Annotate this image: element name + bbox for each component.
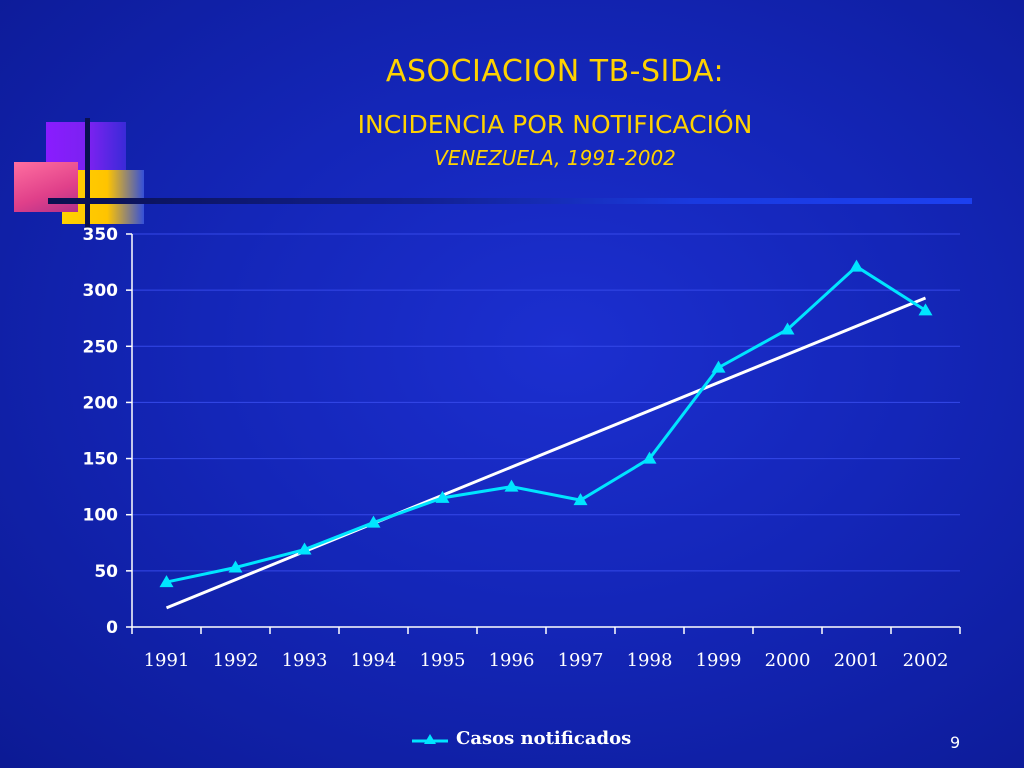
y-tick-label: 100	[83, 506, 119, 526]
chart-gridlines	[132, 233, 960, 572]
slide-subtitle: INCIDENCIA POR NOTIFICACIÓN	[357, 110, 753, 139]
data-point-marker	[642, 451, 657, 464]
x-tick-label: 1993	[282, 650, 328, 671]
trendline	[165, 296, 927, 610]
y-tick-label: 350	[83, 225, 119, 245]
y-tick-label: 200	[83, 393, 119, 413]
y-tick-label: 50	[94, 562, 118, 582]
data-point-marker	[297, 542, 312, 555]
decorative-vertical-line	[85, 118, 90, 228]
y-tick-label: 300	[83, 281, 119, 301]
x-tick-label: 1999	[696, 650, 742, 671]
x-tick-label: 1992	[213, 650, 259, 671]
chart-tick-labels: 0 50 100 150 200 250 300 350 1991 1992 1993 1994 199…	[83, 225, 949, 671]
chart-series-layer	[159, 259, 933, 588]
data-point-marker	[504, 479, 519, 492]
legend-marker-icon	[412, 733, 448, 744]
data-point-marker	[573, 493, 588, 506]
data-point-marker	[159, 575, 174, 588]
slide-title: ASOCIACION TB-SIDA:	[385, 54, 725, 89]
x-tick-label: 2001	[834, 650, 880, 671]
x-tick-label: 1998	[627, 650, 673, 671]
slide-subtitle-location: VENEZUELA, 1991-2002	[434, 146, 676, 170]
chart-axes	[126, 233, 961, 634]
data-point-marker	[435, 490, 450, 503]
x-tick-label: 1996	[489, 650, 535, 671]
data-point-marker	[366, 515, 381, 528]
y-tick-label: 0	[106, 618, 118, 638]
legend-label: Casos notificados	[456, 728, 632, 749]
data-point-marker	[918, 303, 933, 316]
data-point-marker	[711, 360, 726, 373]
chart-trendline-layer	[165, 296, 927, 610]
x-tick-label: 1995	[420, 650, 466, 671]
x-tick-label: 2002	[903, 650, 949, 671]
x-tick-label: 1994	[351, 650, 397, 671]
y-tick-label: 250	[83, 337, 119, 357]
chart-legend: Casos notificados	[410, 728, 631, 749]
data-point-marker	[228, 560, 243, 573]
y-tick-label: 150	[83, 450, 119, 470]
x-tick-label: 1997	[558, 650, 604, 671]
data-point-marker	[780, 322, 795, 335]
page-number: 9	[950, 733, 961, 752]
data-point-marker	[849, 259, 864, 272]
series-line-casos-notificados	[166, 264, 927, 584]
x-tick-label: 1991	[144, 650, 190, 671]
x-tick-label: 2000	[765, 650, 811, 671]
decorative-horizontal-line	[48, 198, 972, 204]
